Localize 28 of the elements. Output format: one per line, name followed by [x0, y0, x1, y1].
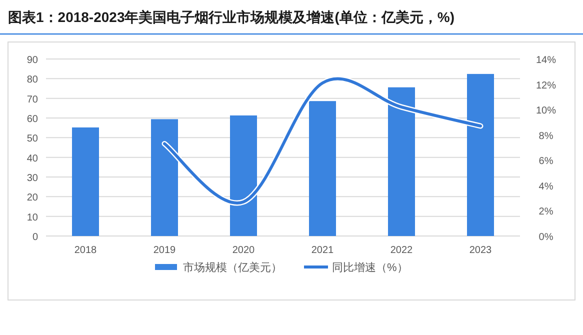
x-tick-label: 2023	[469, 245, 492, 256]
y-tick-label: 60	[26, 114, 38, 125]
y2-tick-label: 14%	[536, 55, 556, 66]
y-tick-label: 10	[26, 212, 38, 224]
y-tick-label: 20	[26, 192, 38, 204]
x-tick-label: 2020	[232, 245, 256, 256]
y2-tick-label: 8%	[538, 130, 554, 142]
x-tick-label: 2022	[390, 245, 414, 256]
y-tick-label: 50	[26, 134, 38, 145]
y2-tick-label: 2%	[538, 206, 554, 218]
y2-tick-label: 4%	[538, 181, 554, 192]
bar	[72, 127, 99, 236]
legend-label: 同比增速（%）	[332, 261, 408, 274]
y-tick-label: 40	[26, 153, 38, 164]
chart-title: 图表1：2018-2023年美国电子烟行业市场规模及增速(单位：亿美元，%)	[8, 9, 455, 25]
y2-tick-label: 6%	[538, 156, 554, 168]
y2-tick-label: 0%	[538, 232, 554, 243]
y2-tick-label: 12%	[536, 80, 556, 92]
x-tick-label: 2018	[74, 245, 98, 256]
y-tick-label: 0	[32, 232, 38, 243]
y-tick-label: 30	[26, 173, 38, 184]
x-tick-label: 2021	[311, 245, 334, 256]
legend-label: 市场规模（亿美元）	[183, 261, 282, 274]
y-tick-label: 70	[26, 94, 38, 106]
x-tick-label: 2019	[153, 245, 176, 256]
y-tick-label: 80	[26, 74, 38, 86]
y-tick-label: 90	[26, 55, 38, 66]
y2-tick-label: 10%	[536, 106, 556, 117]
